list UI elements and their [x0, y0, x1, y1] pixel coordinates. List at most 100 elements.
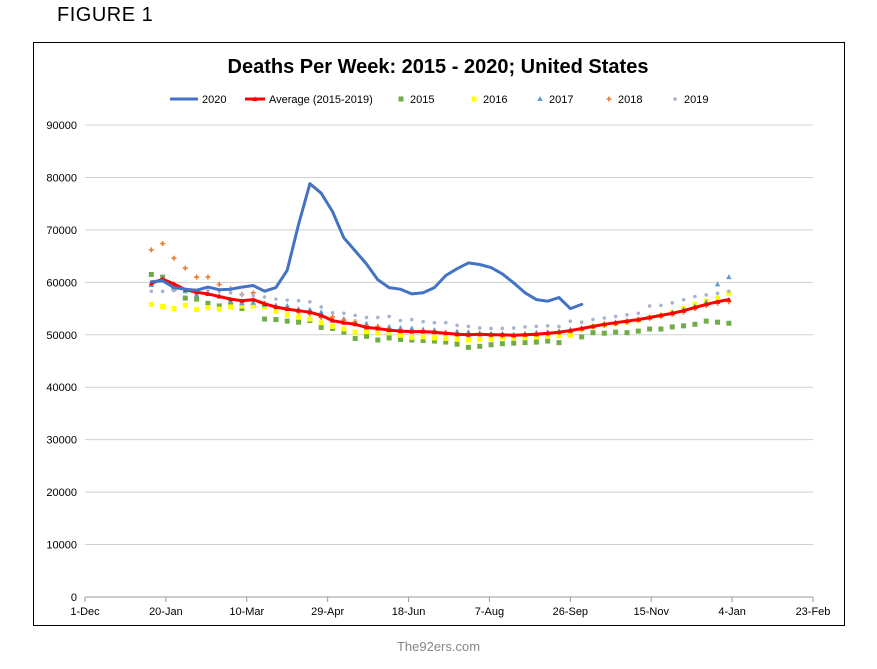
- data-point: [274, 297, 278, 301]
- axes: 0 10000 20000 30000 40000 50000 60000 70000 8000…: [46, 120, 830, 618]
- legend-swatch: [537, 96, 543, 101]
- data-point: [715, 291, 720, 296]
- data-point: [409, 334, 415, 340]
- gridlines: [85, 124, 813, 598]
- data-point: [465, 344, 471, 350]
- legend-swatch: [471, 96, 477, 102]
- data-point: [363, 333, 369, 339]
- data-point: [171, 281, 177, 286]
- data-point: [488, 336, 494, 342]
- legend-item: Average (2015-2019): [245, 94, 373, 106]
- data-point: [148, 301, 154, 307]
- data-point: [432, 320, 437, 325]
- data-point: [149, 289, 154, 294]
- data-point: [182, 265, 188, 271]
- data-point: [522, 340, 528, 346]
- legend-label: Average (2015-2019): [269, 94, 373, 106]
- x-tick-label: 1-Dec: [70, 606, 100, 618]
- data-point: [692, 321, 698, 327]
- data-point: [715, 295, 721, 301]
- data-point: [206, 288, 210, 293]
- data-point: [726, 274, 732, 280]
- data-point: [205, 305, 211, 311]
- data-point: [352, 321, 358, 327]
- data-point: [635, 317, 641, 322]
- data-point: [545, 333, 551, 339]
- data-point: [284, 312, 290, 318]
- data-point: [647, 314, 653, 320]
- data-point: [318, 320, 324, 326]
- data-point: [568, 319, 573, 323]
- y-tick-label: 0: [71, 592, 77, 604]
- data-point: [194, 296, 200, 302]
- data-point: [341, 320, 347, 325]
- data-point: [647, 326, 653, 332]
- data-point: [715, 319, 721, 325]
- data-point: [579, 320, 584, 324]
- plot-area: [148, 182, 732, 350]
- data-point: [477, 326, 482, 330]
- data-point: [443, 339, 449, 345]
- data-point: [465, 329, 472, 335]
- data-point: [409, 325, 415, 331]
- data-point: [250, 303, 256, 309]
- data-point: [216, 293, 222, 299]
- data-point: [239, 303, 245, 309]
- y-tick-label: 40000: [46, 382, 77, 394]
- data-point: [397, 336, 403, 342]
- data-point: [330, 310, 335, 315]
- data-point: [319, 305, 323, 309]
- data-point: [363, 324, 369, 330]
- data-point: [624, 318, 630, 324]
- legend-swatch-marker: [252, 96, 258, 101]
- chart-title: Deaths Per Week: 2015 - 2020; United Sta…: [228, 56, 649, 78]
- legend-item: 2020: [170, 94, 226, 106]
- data-point: [477, 336, 483, 342]
- x-tick-label: 29-Apr: [311, 606, 344, 618]
- data-point: [353, 313, 357, 318]
- data-point: [307, 306, 313, 312]
- data-point: [284, 318, 290, 324]
- legend-label: 2015: [410, 94, 434, 106]
- data-point: [375, 325, 381, 331]
- x-tick-label: 10-Mar: [229, 606, 264, 618]
- data-point: [726, 320, 732, 326]
- data-point: [307, 309, 313, 315]
- data-point: [375, 337, 381, 343]
- data-point: [590, 330, 596, 336]
- data-point: [443, 335, 449, 341]
- data-point: [285, 298, 290, 302]
- data-point: [533, 339, 539, 345]
- data-point: [240, 293, 244, 297]
- data-point: [714, 281, 721, 287]
- legend-swatch: [398, 96, 404, 102]
- data-point: [386, 329, 392, 335]
- data-point: [477, 331, 483, 337]
- data-point: [624, 330, 630, 336]
- data-point: [489, 326, 493, 331]
- data-point: [567, 332, 573, 338]
- data-point: [409, 337, 415, 343]
- data-point: [194, 274, 200, 280]
- legend-item: 2017: [537, 94, 573, 106]
- data-point: [262, 316, 268, 322]
- legend-item: 2019: [673, 94, 708, 106]
- data-point: [148, 247, 154, 253]
- data-point: [693, 294, 697, 299]
- data-point: [488, 332, 494, 337]
- data-point: [511, 326, 516, 330]
- data-point: [182, 302, 188, 308]
- data-point: [556, 329, 562, 335]
- data-point: [307, 316, 313, 322]
- legend-swatch: [673, 97, 677, 101]
- data-point: [409, 329, 415, 334]
- data-point: [194, 289, 200, 295]
- data-point: [386, 335, 392, 341]
- data-point: [387, 314, 391, 319]
- data-point: [386, 327, 392, 333]
- data-point: [579, 334, 585, 340]
- data-point: [443, 320, 448, 325]
- data-point: [681, 308, 687, 313]
- data-point: [262, 301, 268, 306]
